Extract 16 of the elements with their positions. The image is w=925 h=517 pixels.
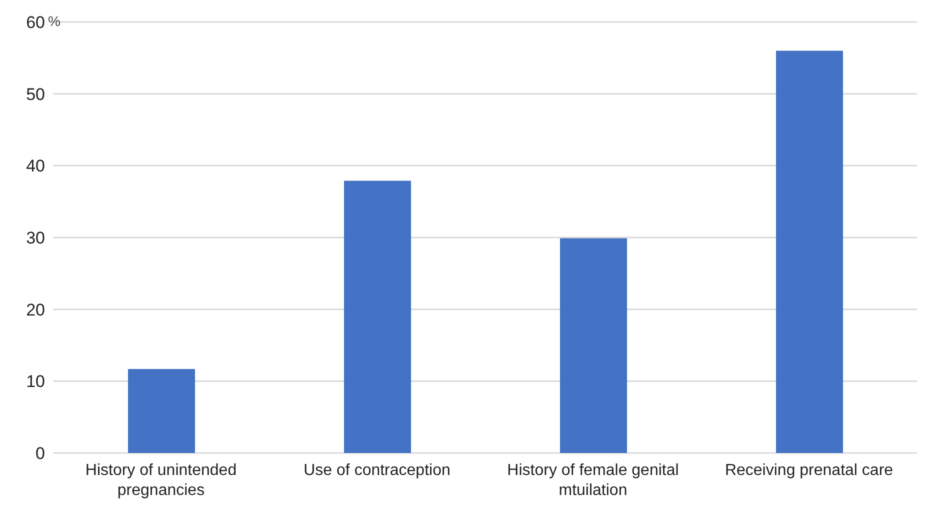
x-tick-label: Use of contraception [304,462,450,479]
x-tick-label: Receiving prenatal care [724,462,894,479]
y-tick-label: 40 [26,156,45,176]
y-tick-label: 50 [26,84,45,104]
bar [776,50,843,453]
x-tick-label: History of female genital mtuilation [507,462,679,499]
bar [560,238,627,453]
bar [128,368,195,453]
y-tick-label: 0 [36,444,45,464]
y-tick-label: 30 [26,228,45,248]
y-axis-title: % [48,13,60,29]
x-tick-label: History of unintended pregnancies [85,462,237,499]
y-tick-label: 20 [26,300,45,320]
y-tick-label: 60 [26,13,45,32]
bar [344,180,411,453]
y-tick-label: 10 [26,372,45,392]
